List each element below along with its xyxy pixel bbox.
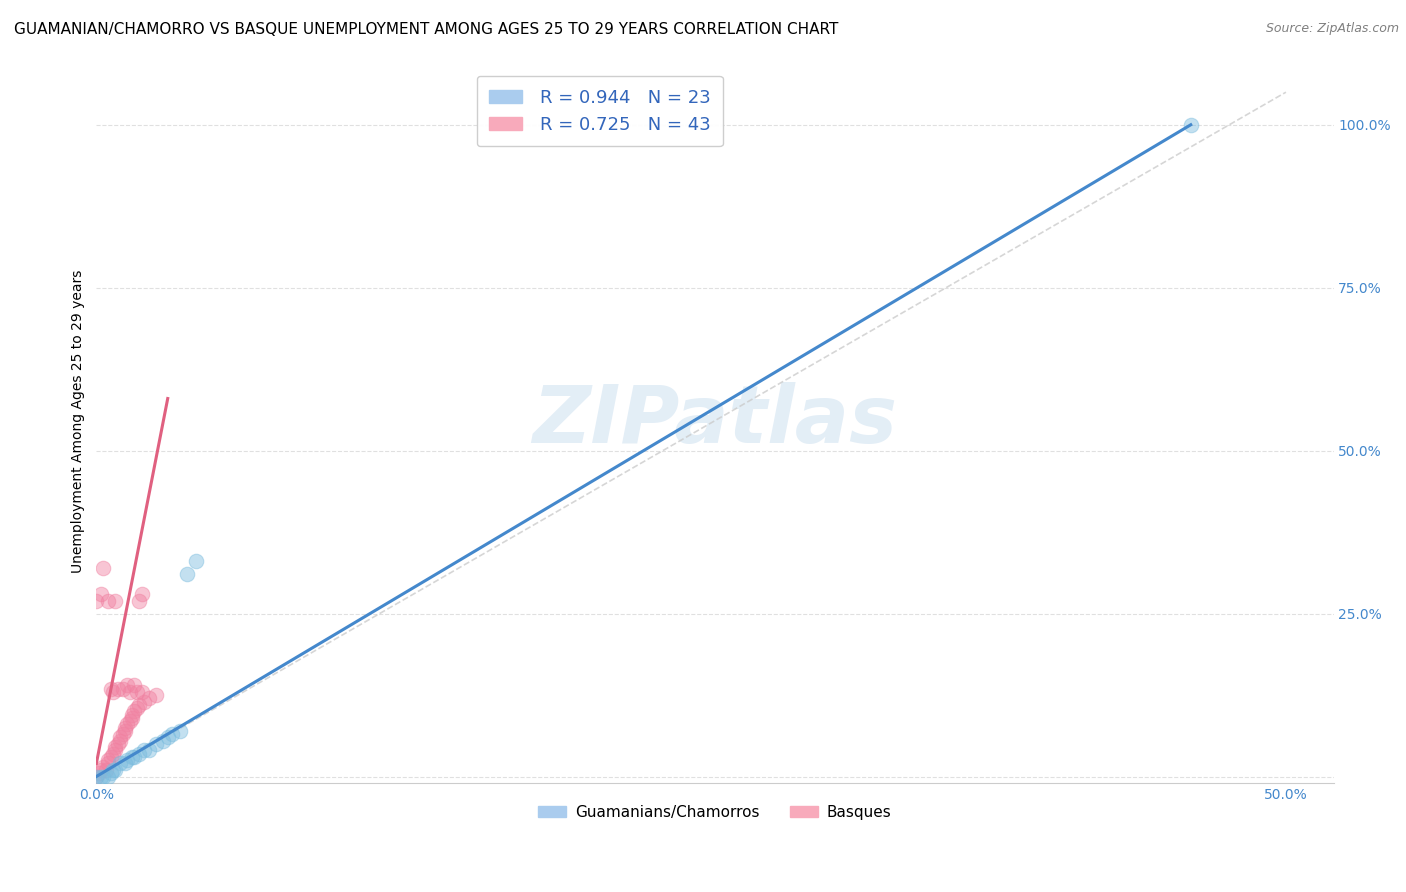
Point	[156, 731, 179, 745]
Point	[118, 685, 141, 699]
Point	[131, 587, 153, 601]
Text: ZIPatlas: ZIPatlas	[533, 383, 897, 460]
Point	[1180, 118, 1202, 132]
Point	[125, 701, 148, 715]
Point	[97, 770, 120, 784]
Text: GUAMANIAN/CHAMORRO VS BASQUE UNEMPLOYMENT AMONG AGES 25 TO 29 YEARS CORRELATION : GUAMANIAN/CHAMORRO VS BASQUE UNEMPLOYMEN…	[14, 22, 838, 37]
Point	[101, 763, 124, 777]
Point	[97, 593, 120, 607]
Point	[138, 743, 160, 757]
Point	[121, 707, 143, 722]
Point	[104, 740, 127, 755]
Point	[117, 678, 139, 692]
Point	[86, 593, 108, 607]
Text: Source: ZipAtlas.com: Source: ZipAtlas.com	[1265, 22, 1399, 36]
Point	[128, 698, 150, 712]
Point	[86, 770, 108, 784]
Point	[108, 756, 131, 771]
Point	[117, 717, 139, 731]
Point	[176, 567, 198, 582]
Point	[145, 688, 167, 702]
Legend: Guamanians/Chamorros, Basques: Guamanians/Chamorros, Basques	[533, 799, 897, 826]
Point	[108, 731, 131, 745]
Point	[169, 723, 191, 738]
Point	[121, 711, 143, 725]
Point	[87, 766, 110, 780]
Y-axis label: Unemployment Among Ages 25 to 29 years: Unemployment Among Ages 25 to 29 years	[72, 269, 86, 573]
Point	[101, 747, 124, 761]
Point	[114, 723, 136, 738]
Point	[101, 685, 124, 699]
Point	[107, 737, 129, 751]
Point	[128, 747, 150, 761]
Point	[107, 681, 129, 696]
Point	[90, 587, 112, 601]
Point	[100, 750, 122, 764]
Point	[90, 763, 112, 777]
Point	[132, 743, 155, 757]
Point	[93, 561, 115, 575]
Point	[186, 554, 208, 568]
Point	[104, 763, 127, 777]
Point	[111, 727, 134, 741]
Point	[118, 714, 141, 728]
Point	[124, 750, 146, 764]
Point	[100, 681, 122, 696]
Point	[94, 763, 117, 777]
Point	[97, 756, 120, 771]
Point	[90, 770, 112, 784]
Point	[100, 766, 122, 780]
Point	[145, 737, 167, 751]
Point	[162, 727, 184, 741]
Point	[124, 678, 146, 692]
Point	[152, 733, 174, 747]
Point	[111, 681, 134, 696]
Point	[86, 770, 108, 784]
Point	[97, 753, 120, 767]
Point	[114, 756, 136, 771]
Point	[93, 770, 115, 784]
Point	[131, 685, 153, 699]
Point	[104, 593, 127, 607]
Point	[108, 733, 131, 747]
Point	[138, 691, 160, 706]
Point	[124, 704, 146, 718]
Point	[121, 750, 143, 764]
Point	[117, 753, 139, 767]
Point	[114, 721, 136, 735]
Point	[93, 760, 115, 774]
Point	[104, 743, 127, 757]
Point	[132, 695, 155, 709]
Point	[128, 593, 150, 607]
Point	[125, 685, 148, 699]
